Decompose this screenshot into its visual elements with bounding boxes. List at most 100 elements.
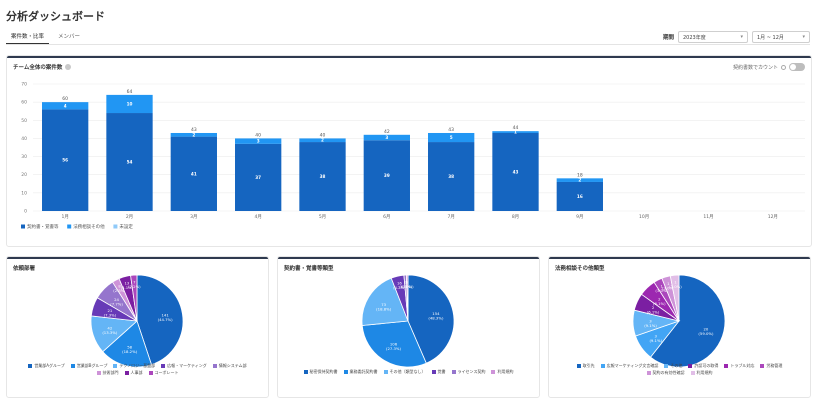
legend-label: 技術部門 <box>102 370 119 375</box>
bar-total-label: 64 <box>127 89 133 95</box>
pie-value-label: 42 <box>107 326 112 331</box>
legend-label: 契約書・覚書等 <box>27 223 59 230</box>
bar-chart: 010203040506070564601月5410642月412433月373… <box>21 82 805 230</box>
month-range-select[interactable]: 1月 ~ 12月 ▾ <box>752 31 810 43</box>
legend-swatch <box>124 371 129 375</box>
pie-pct-label: (44.7%) <box>158 317 174 322</box>
pie-pct-label: (7.7%) <box>110 302 123 307</box>
legend-swatch <box>113 364 118 368</box>
team-case-count-card: チーム全体の案件数 契約書数でカウント 0 10 20 30 40 50 60 70 56 4 60… <box>6 55 812 247</box>
y-tick-label: 40 <box>21 136 27 142</box>
tab-members[interactable]: メンバー <box>58 34 81 40</box>
bar-segment <box>492 132 539 211</box>
period-filter: 期間 2023年度 ▾ 1月 ~ 12月 ▾ <box>663 31 810 43</box>
bar-value-label: 38 <box>320 174 326 179</box>
chevron-down-icon: ▾ <box>802 34 805 40</box>
department-pie-chart: 141(44.7%) 58(18.2%) 42(13.3%) 21(7.3%) 24(7… <box>90 274 184 368</box>
card-accent <box>7 257 268 259</box>
legend-label: 人事部 <box>130 370 143 375</box>
legend-item: 情報システム部 <box>212 363 247 369</box>
y-tick-label: 70 <box>21 82 27 88</box>
pie-slice <box>650 274 726 368</box>
department-legend: 営業部Aグループ 営業部Bグループ テクノロジー基盤部 広報・マーケティング 情報システ… <box>7 363 268 376</box>
legend-swatch <box>113 224 118 229</box>
pie-value-label: 24 <box>114 297 119 302</box>
contract-type-legend: 秘密保持契約書 業務委託契約書 その他（類型なし） 覚書 ライセンス契約 利用規約 <box>278 369 539 375</box>
pie-pct-label: (7.3%) <box>104 313 117 318</box>
department-pie-card: 依頼部署 141 (44.7%) 58 (18.2%) 42 (13.3%) 21 (7.3%… <box>6 256 269 398</box>
legend-item: 秘密保持契約書 <box>303 369 338 375</box>
bar-segment <box>235 143 282 211</box>
pie-slice <box>669 274 680 322</box>
legend-swatch <box>383 370 388 374</box>
pie-slice <box>136 274 184 366</box>
legend-label: その他 <box>670 363 683 368</box>
bar-value-label: 3 <box>385 135 388 140</box>
y-tick-label: 10 <box>21 190 27 196</box>
contract-type-pie-card: 契約書・覚書等類型 154 (48.3%) 106 (27.3%) 73 (18.8%) 1… <box>277 256 540 398</box>
legend-label: 情報システム部 <box>218 363 247 368</box>
info-icon[interactable] <box>65 64 72 70</box>
bar-segment <box>42 109 89 211</box>
legend-item: 労務管理 <box>760 363 782 369</box>
bar-segment <box>106 94 153 114</box>
chevron-down-icon: ▾ <box>740 34 743 40</box>
bar-value-label: 1 <box>514 130 517 135</box>
bar-value-label: 10 <box>127 101 133 106</box>
legend-item: テクノロジー基盤部 <box>113 363 155 369</box>
bar-total-label: 43 <box>191 127 197 133</box>
bar-value-label: 39 <box>384 173 390 178</box>
pie-pct-label: (3.0%) <box>662 285 675 290</box>
bar-value-label: 2 <box>192 132 195 137</box>
bar-segment <box>235 138 282 144</box>
legend-swatch <box>21 224 25 229</box>
bar-value-label: 43 <box>513 169 519 174</box>
x-tick-label: 7月 <box>447 214 454 220</box>
legend-swatch <box>491 370 496 374</box>
pie-value-label: 1 <box>667 281 670 286</box>
legend-item: 営業部Aグループ <box>28 363 65 369</box>
card-title: 依頼部署 <box>13 266 36 272</box>
bar-total-label: 43 <box>448 127 454 133</box>
legend-swatch <box>576 364 581 368</box>
legend-swatch <box>70 364 75 368</box>
tab-case-count[interactable]: 案件数・比率 <box>6 30 50 44</box>
pie-pct-label: (13.3%) <box>102 330 118 335</box>
pie-slice <box>405 274 409 322</box>
x-tick-label: 12月 <box>768 214 778 220</box>
pie-pct-label: (4.1%) <box>121 285 134 290</box>
pie-pct-label: (3.0%) <box>655 288 668 293</box>
fiscal-year-select[interactable]: 2023年度 ▾ <box>678 31 748 43</box>
bar-total-label: 18 <box>577 172 583 178</box>
bar-value-label: 16 <box>577 194 583 199</box>
legal-consult-pie-card: 法務相談その他類型 20 (59.0%) 3 (9.1%) 3 (9.1%) 2 (6.1%)… <box>548 256 811 398</box>
legend-label: 広報・マーケティング <box>167 363 207 368</box>
pie-value-label: 3 <box>649 318 652 323</box>
legend-label: 業務委託契約書 <box>349 369 378 374</box>
legal-consult-legend: 取引先 広報マーケティング文言確認 その他 許認可の取得 トラブル対応 労務管理 契約の有効… <box>549 363 810 376</box>
bar-value-label: 54 <box>127 160 133 165</box>
pie-value-label: 106 <box>390 342 398 347</box>
count-toggle-wrap: 契約書数でカウント <box>733 63 805 71</box>
y-tick-label: 50 <box>21 118 27 124</box>
legend-swatch <box>664 364 669 368</box>
count-by-contract-toggle[interactable] <box>789 63 805 71</box>
info-icon[interactable] <box>781 64 786 70</box>
legend-label: 営業部Aグループ <box>34 363 65 368</box>
card-title: チーム全体の案件数 <box>13 63 72 71</box>
pie-value-label: 20 <box>704 326 709 331</box>
bar-segment <box>428 132 475 143</box>
legend-swatch <box>212 364 217 368</box>
legend-item: 契約の有効性確認 <box>646 370 685 376</box>
legend-swatch <box>343 370 348 374</box>
bar-value-label: 41 <box>191 171 197 176</box>
bar-segment <box>363 140 410 211</box>
x-tick-label: 11月 <box>703 214 713 220</box>
legend-item: 利用規約 <box>491 369 513 375</box>
y-tick-label: 60 <box>21 100 27 106</box>
legend-label: コーポレート <box>154 370 179 375</box>
legend-swatch <box>28 364 33 368</box>
month-range-value: 1月 ~ 12月 <box>757 34 784 41</box>
legend-item: 覚書 <box>431 369 446 375</box>
tab-bar: 案件数・比率 メンバー <box>6 30 85 44</box>
